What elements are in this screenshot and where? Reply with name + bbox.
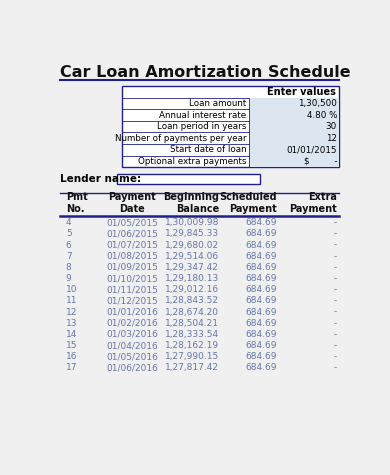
- Text: 10: 10: [66, 285, 77, 294]
- Text: Extra
Payment: Extra Payment: [289, 192, 337, 215]
- Text: Payment
Date: Payment Date: [108, 192, 156, 215]
- Text: 13: 13: [66, 319, 77, 328]
- Text: 01/06/2015: 01/06/2015: [106, 229, 158, 238]
- Bar: [249, 98, 339, 109]
- Text: -: -: [334, 341, 337, 350]
- Text: 1,29,514.06: 1,29,514.06: [165, 252, 219, 261]
- Text: 6: 6: [66, 240, 71, 249]
- Text: 17: 17: [66, 363, 77, 372]
- Text: 12: 12: [326, 134, 337, 142]
- Text: 1,27,817.42: 1,27,817.42: [165, 363, 219, 372]
- Bar: [249, 155, 339, 167]
- Text: 01/07/2015: 01/07/2015: [106, 240, 158, 249]
- Text: 1,29,845.33: 1,29,845.33: [165, 229, 219, 238]
- Text: Start date of loan: Start date of loan: [170, 145, 246, 154]
- Text: -: -: [334, 330, 337, 339]
- Text: 684.69: 684.69: [246, 296, 277, 305]
- Text: 01/01/2015: 01/01/2015: [287, 145, 337, 154]
- Text: 684.69: 684.69: [246, 319, 277, 328]
- Text: 684.69: 684.69: [246, 218, 277, 227]
- Text: 684.69: 684.69: [246, 263, 277, 272]
- Text: -: -: [334, 263, 337, 272]
- Text: 684.69: 684.69: [246, 308, 277, 316]
- Text: 1,28,504.21: 1,28,504.21: [165, 319, 219, 328]
- Text: 01/11/2015: 01/11/2015: [106, 285, 158, 294]
- Text: 1,29,012.16: 1,29,012.16: [165, 285, 219, 294]
- Text: -: -: [334, 319, 337, 328]
- Text: 14: 14: [66, 330, 77, 339]
- Text: Scheduled
Payment: Scheduled Payment: [220, 192, 277, 215]
- Text: Loan period in years: Loan period in years: [157, 122, 246, 131]
- Text: Beginning
Balance: Beginning Balance: [163, 192, 219, 215]
- Text: Pmt
No.: Pmt No.: [66, 192, 87, 215]
- Text: -: -: [334, 240, 337, 249]
- Text: 1,29,347.42: 1,29,347.42: [165, 263, 219, 272]
- Text: 30: 30: [326, 122, 337, 131]
- Text: 01/10/2015: 01/10/2015: [106, 274, 158, 283]
- Text: 684.69: 684.69: [246, 330, 277, 339]
- Text: -: -: [334, 252, 337, 261]
- Text: 12: 12: [66, 308, 77, 316]
- Text: 1,27,990.15: 1,27,990.15: [165, 352, 219, 361]
- Text: 684.69: 684.69: [246, 352, 277, 361]
- Text: 684.69: 684.69: [246, 274, 277, 283]
- Bar: [117, 174, 261, 184]
- Text: -: -: [334, 218, 337, 227]
- Text: -: -: [334, 352, 337, 361]
- Text: 8: 8: [66, 263, 71, 272]
- Bar: [249, 133, 339, 144]
- Text: 1,28,162.19: 1,28,162.19: [165, 341, 219, 350]
- Text: 7: 7: [66, 252, 71, 261]
- Text: $         -: $ -: [303, 157, 337, 166]
- Text: 684.69: 684.69: [246, 363, 277, 372]
- Text: 01/03/2016: 01/03/2016: [106, 330, 158, 339]
- Text: 01/09/2015: 01/09/2015: [106, 263, 158, 272]
- Text: 1,28,843.52: 1,28,843.52: [165, 296, 219, 305]
- Bar: [249, 109, 339, 121]
- Text: Annual interest rate: Annual interest rate: [159, 111, 246, 120]
- Text: -: -: [334, 308, 337, 316]
- Text: Lender name:: Lender name:: [60, 174, 142, 184]
- Text: 1,30,009.98: 1,30,009.98: [165, 218, 219, 227]
- Text: -: -: [334, 363, 337, 372]
- Text: 684.69: 684.69: [246, 341, 277, 350]
- Text: -: -: [334, 274, 337, 283]
- Text: 5: 5: [66, 229, 71, 238]
- Text: 11: 11: [66, 296, 77, 305]
- Text: 01/01/2016: 01/01/2016: [106, 308, 158, 316]
- Text: 4: 4: [66, 218, 71, 227]
- Text: 1,28,674.20: 1,28,674.20: [165, 308, 219, 316]
- Text: 01/08/2015: 01/08/2015: [106, 252, 158, 261]
- Text: Number of payments per year: Number of payments per year: [115, 134, 246, 142]
- Text: 01/12/2015: 01/12/2015: [106, 296, 158, 305]
- Text: Optional extra payments: Optional extra payments: [138, 157, 246, 166]
- Text: 9: 9: [66, 274, 71, 283]
- Text: 1,30,500: 1,30,500: [298, 99, 337, 108]
- Text: 01/02/2016: 01/02/2016: [106, 319, 158, 328]
- Text: Car Loan Amortization Schedule: Car Loan Amortization Schedule: [60, 65, 351, 80]
- Text: 1,29,680.02: 1,29,680.02: [165, 240, 219, 249]
- Text: Enter values: Enter values: [268, 87, 336, 97]
- Text: -: -: [334, 296, 337, 305]
- Text: -: -: [334, 229, 337, 238]
- Text: 15: 15: [66, 341, 77, 350]
- Text: 4.80 %: 4.80 %: [307, 111, 337, 120]
- Text: 1,29,180.13: 1,29,180.13: [165, 274, 219, 283]
- Text: 684.69: 684.69: [246, 229, 277, 238]
- Bar: [249, 144, 339, 155]
- Text: 16: 16: [66, 352, 77, 361]
- Text: -: -: [334, 285, 337, 294]
- Bar: [122, 86, 339, 167]
- Text: 684.69: 684.69: [246, 252, 277, 261]
- Text: 01/05/2015: 01/05/2015: [106, 218, 158, 227]
- Text: 01/06/2016: 01/06/2016: [106, 363, 158, 372]
- Text: 1,28,333.54: 1,28,333.54: [165, 330, 219, 339]
- Text: 684.69: 684.69: [246, 285, 277, 294]
- Bar: [249, 121, 339, 133]
- Text: 01/04/2016: 01/04/2016: [106, 341, 158, 350]
- Text: 684.69: 684.69: [246, 240, 277, 249]
- Text: Loan amount: Loan amount: [189, 99, 246, 108]
- Text: 01/05/2016: 01/05/2016: [106, 352, 158, 361]
